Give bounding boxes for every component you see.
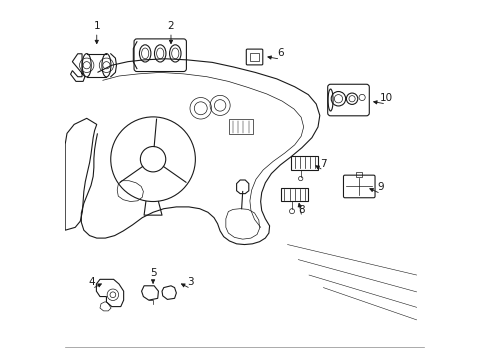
Text: 8: 8 (298, 206, 305, 216)
Bar (229, 120, 252, 134)
Bar (250, 53, 258, 61)
Bar (291, 156, 318, 170)
Text: 7: 7 (320, 159, 326, 169)
Text: 1: 1 (93, 21, 100, 31)
Text: 5: 5 (149, 268, 156, 278)
Text: 10: 10 (379, 93, 392, 103)
Text: 4: 4 (89, 277, 95, 287)
Text: 6: 6 (277, 48, 283, 58)
Text: 2: 2 (167, 21, 174, 31)
Text: 3: 3 (187, 277, 194, 287)
Bar (356, 172, 362, 177)
Text: 9: 9 (377, 182, 383, 192)
Bar (281, 188, 307, 201)
